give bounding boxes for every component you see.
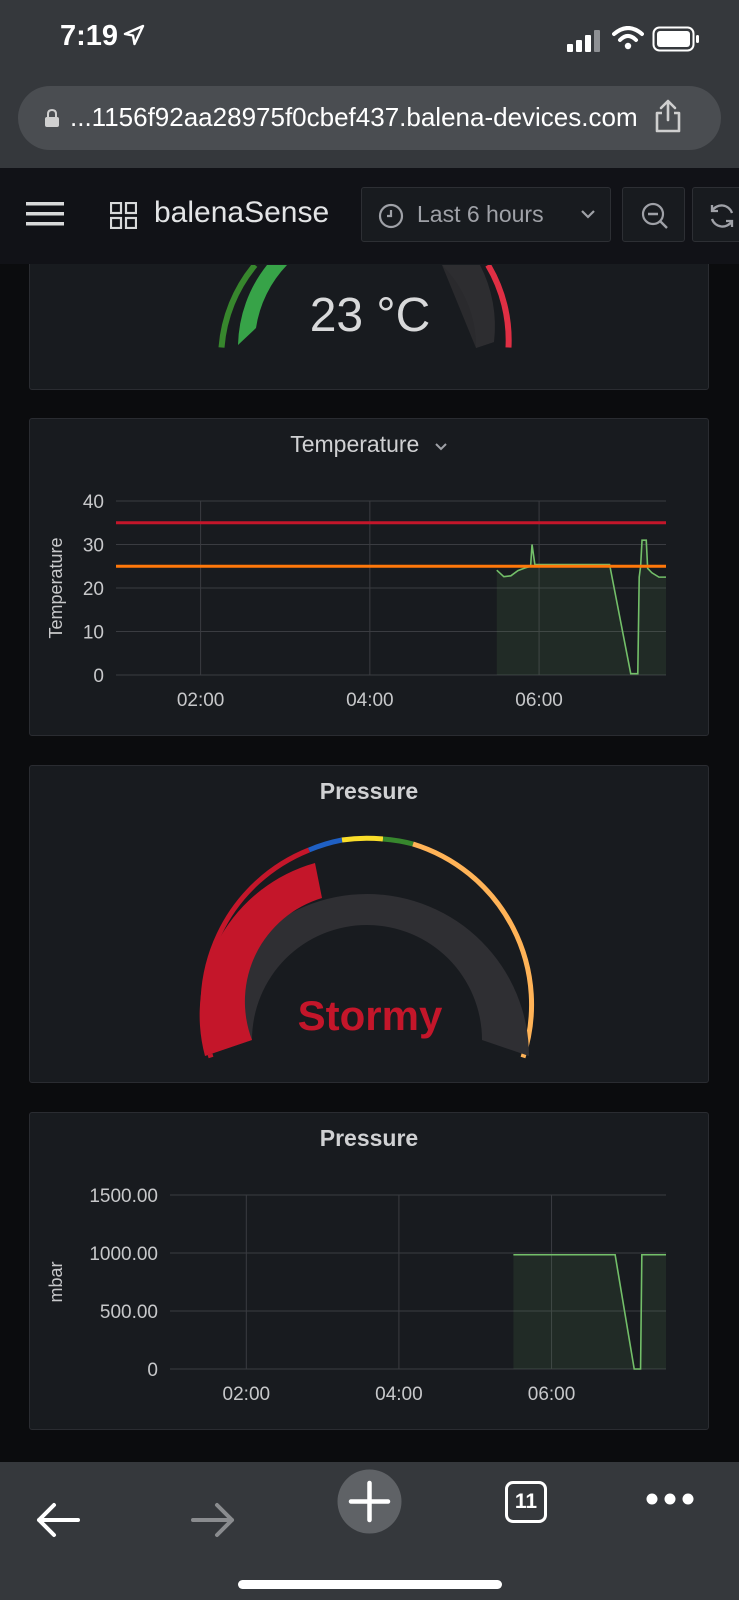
temperature-gauge-value: 23 °C [309, 289, 431, 342]
y-tick-label: 0 [93, 666, 104, 687]
refresh-button[interactable] [692, 187, 739, 242]
temperature-chart[interactable]: 0 10 20 30 40 02:00 04:00 06:00 Temperature [30, 419, 710, 737]
y-axis-label: Temperature [46, 537, 66, 638]
y-tick-label: 20 [83, 579, 104, 600]
temperature-panel-title[interactable]: Temperature [30, 431, 708, 458]
pressure-chart[interactable]: 0 500.00 1000.00 1500.00 02:00 04:00 06:00 mbar [30, 1113, 710, 1431]
time-range-label: Last 6 hours [417, 201, 544, 227]
clock-icon [378, 203, 404, 229]
series-area-fill [513, 1254, 666, 1369]
x-tick-label: 02:00 [177, 690, 225, 711]
x-tick-label: 06:00 [515, 690, 563, 711]
new-tab-button[interactable] [337, 1469, 402, 1534]
hamburger-menu-icon[interactable] [26, 201, 64, 227]
share-icon[interactable] [652, 98, 684, 134]
temperature-graph-panel[interactable]: Temperature 0 10 20 30 40 02:00 04:00 06:00 Temp… [29, 418, 709, 736]
chevron-down-icon [435, 443, 447, 451]
y-tick-label: 10 [83, 623, 104, 644]
address-bar[interactable]: ...1156f92aa28975f0cbef437.balena-device… [18, 86, 721, 150]
zoom-out-icon [641, 202, 668, 229]
pressure-gauge-panel[interactable]: Pressure Stormy [29, 765, 709, 1083]
series-line [513, 1253, 666, 1370]
x-tick-label: 06:00 [528, 1384, 576, 1405]
cellular-signal-icon [567, 30, 600, 52]
temperature-gauge [218, 265, 512, 348]
lock-icon [45, 108, 59, 127]
temperature-title-text: Temperature [290, 431, 420, 457]
y-tick-label: 0 [147, 1360, 158, 1381]
chevron-down-icon [581, 210, 595, 219]
refresh-icon [710, 204, 734, 228]
temperature-gauge-panel[interactable]: 23 °C [29, 264, 709, 390]
location-arrow-icon [123, 24, 145, 46]
x-tick-label: 04:00 [346, 690, 394, 711]
pressure-gauge [199, 835, 535, 1059]
x-tick-label: 04:00 [375, 1384, 423, 1405]
dashboard-header: balenaSense Last 6 hours [0, 168, 739, 264]
wifi-icon [612, 26, 644, 50]
forward-arrow-icon[interactable] [189, 1500, 237, 1540]
zoom-out-button[interactable] [622, 187, 685, 242]
browser-bottom-toolbar: 11 [0, 1462, 739, 1600]
back-arrow-icon[interactable] [34, 1500, 82, 1540]
tabs-button[interactable]: 11 [505, 1481, 547, 1523]
pressure-gauge-title: Pressure [319, 778, 419, 804]
y-tick-label: 40 [83, 492, 104, 513]
pressure-panel-title: Pressure [319, 1125, 419, 1151]
time-range-picker[interactable]: Last 6 hours [361, 187, 611, 242]
y-axis-label: mbar [46, 1261, 66, 1302]
dashboard-content[interactable]: 23 °C Temperature 0 10 20 30 40 02:00 04:00 06:… [0, 264, 739, 1462]
y-tick-label: 1000.00 [89, 1244, 158, 1265]
y-tick-label: 500.00 [100, 1302, 158, 1323]
status-time: 7:19 [60, 20, 119, 52]
pressure-graph-panel[interactable]: Pressure 0 500.00 1000.00 1500.00 02:00 04:00… [29, 1112, 709, 1430]
y-tick-label: 30 [83, 536, 104, 557]
y-tick-label: 1500.00 [89, 1186, 158, 1207]
dashboard-grid-icon [110, 202, 137, 229]
url-text[interactable]: ...1156f92aa28975f0cbef437.balena-device… [70, 102, 638, 132]
browser-top-chrome: 7:19 ...1156f92aa28975f0cbef437.balena-d… [0, 0, 739, 168]
home-indicator [238, 1580, 502, 1589]
battery-icon [652, 26, 699, 52]
series-line [496, 539, 666, 675]
more-options-icon[interactable] [645, 1492, 695, 1506]
dashboard-title[interactable]: balenaSense [154, 196, 330, 229]
pressure-gauge-value: Stormy [297, 992, 443, 1039]
x-tick-label: 02:00 [223, 1384, 271, 1405]
tab-count: 11 [514, 1490, 538, 1513]
